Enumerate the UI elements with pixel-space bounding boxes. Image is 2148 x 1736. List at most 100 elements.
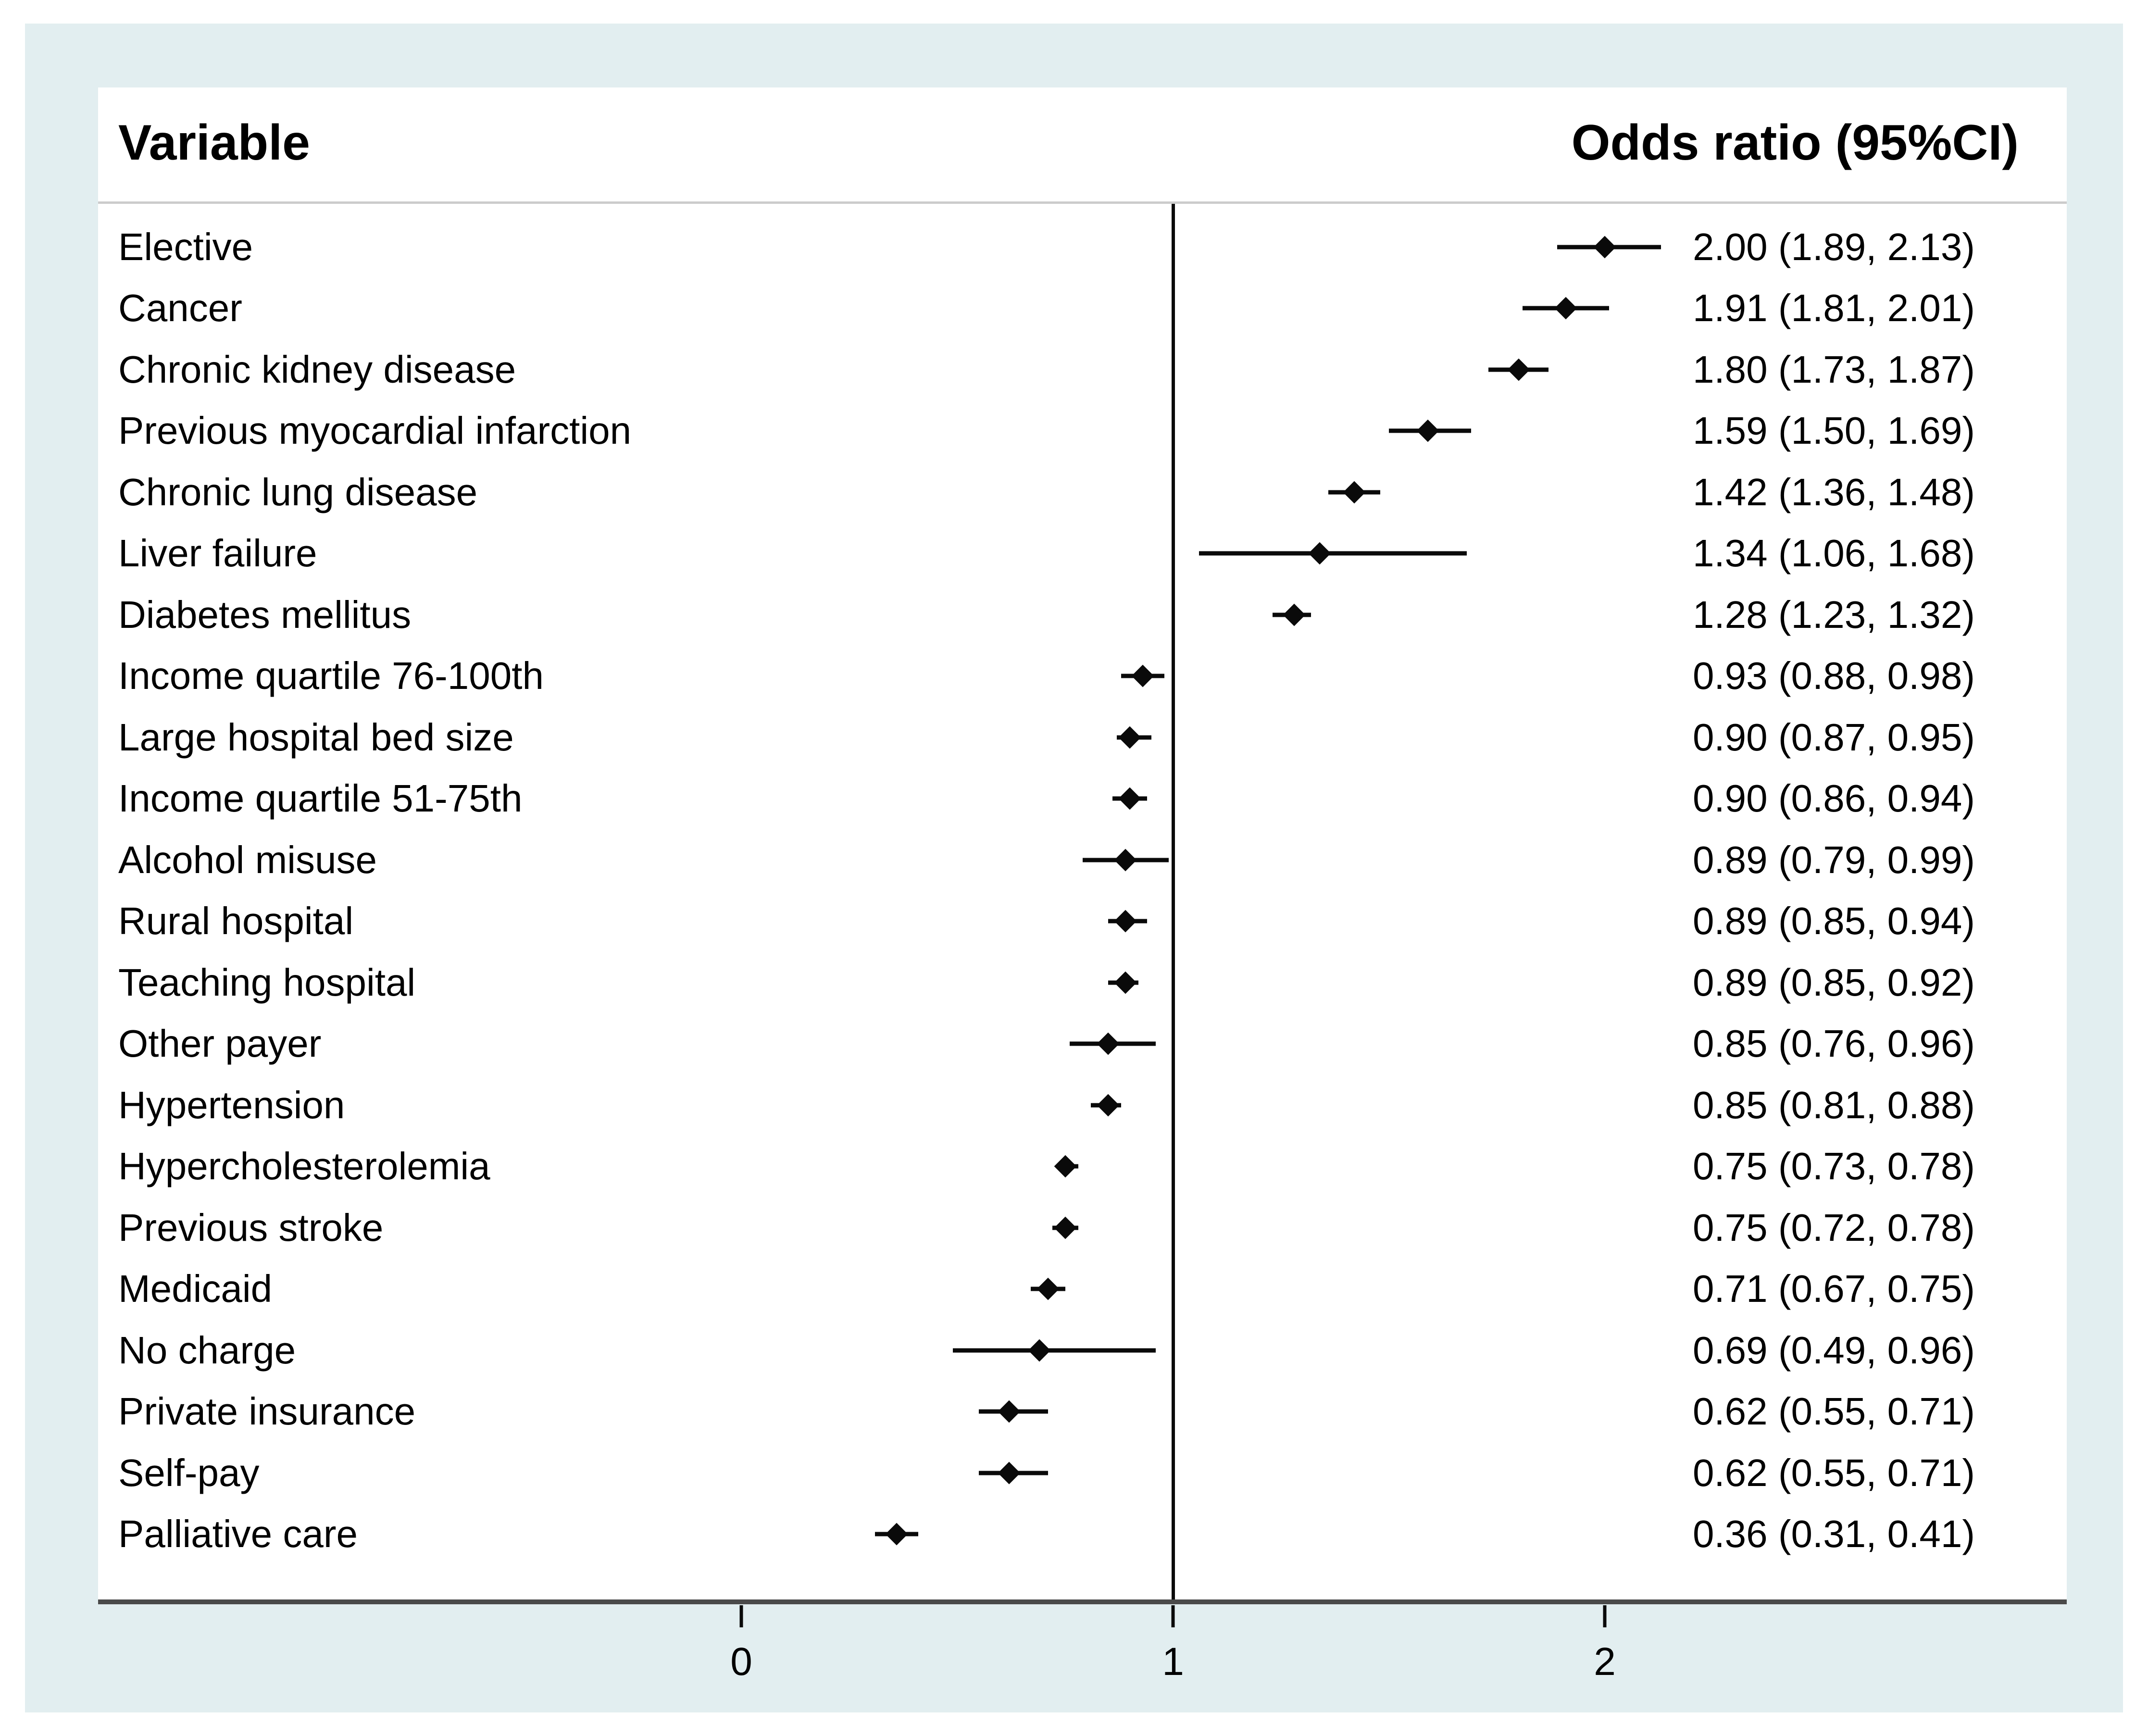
odds-ratio-value: 2.00 (1.89, 2.13) — [1692, 225, 1975, 268]
variable-label: No charge — [118, 1328, 296, 1372]
variable-label: Alcohol misuse — [118, 838, 377, 881]
variable-label: Income quartile 76-100th — [118, 654, 544, 698]
variable-label: Previous stroke — [118, 1206, 384, 1249]
variable-label: Hypertension — [118, 1083, 345, 1126]
point-estimate-diamond — [1283, 603, 1305, 626]
confidence-interval-bar — [953, 1348, 1156, 1353]
variable-label: Chronic kidney disease — [118, 348, 516, 391]
odds-ratio-value: 0.62 (0.55, 0.71) — [1692, 1390, 1975, 1433]
forest-row: Rural hospital 0.89 (0.85, 0.94) — [98, 891, 2067, 952]
odds-ratio-value: 0.90 (0.87, 0.95) — [1692, 715, 1975, 759]
x-axis-tick-label: 1 — [1162, 1640, 1184, 1684]
variable-label: Cancer — [118, 287, 242, 330]
point-estimate-diamond — [1054, 1155, 1076, 1178]
variable-label: Large hospital bed size — [118, 715, 514, 759]
header-separator-line — [98, 201, 2067, 204]
point-estimate-diamond — [1054, 1216, 1076, 1239]
variable-label: Palliative care — [118, 1512, 358, 1556]
odds-ratio-value: 0.75 (0.72, 0.78) — [1692, 1206, 1975, 1249]
forest-row: Liver failure 1.34 (1.06, 1.68) — [98, 523, 2067, 585]
figure-mat: Variable Odds ratio (95%CI) Elective 2.00… — [25, 24, 2123, 1712]
odds-ratio-value: 1.80 (1.73, 1.87) — [1692, 348, 1975, 391]
odds-ratio-value: 0.69 (0.49, 0.96) — [1692, 1328, 1975, 1372]
forest-row: Hypercholesterolemia 0.75 (0.73, 0.78) — [98, 1136, 2067, 1198]
point-estimate-diamond — [1114, 971, 1137, 994]
variable-label: Rural hospital — [118, 899, 354, 943]
variable-label: Hypercholesterolemia — [118, 1145, 490, 1188]
point-estimate-diamond — [1028, 1339, 1051, 1362]
forest-row: Hypertension 0.85 (0.81, 0.88) — [98, 1074, 2067, 1136]
point-estimate-diamond — [1593, 236, 1616, 259]
point-estimate-diamond — [1309, 542, 1331, 565]
variable-label: Private insurance — [118, 1390, 416, 1433]
confidence-interval-bar — [1199, 551, 1467, 556]
odds-ratio-value: 0.93 (0.88, 0.98) — [1692, 654, 1975, 698]
x-axis-tick-label: 0 — [730, 1640, 752, 1684]
point-estimate-diamond — [1118, 726, 1141, 749]
point-estimate-diamond — [998, 1461, 1021, 1485]
point-estimate-diamond — [1097, 1094, 1120, 1117]
odds-ratio-value: 1.28 (1.23, 1.32) — [1692, 593, 1975, 636]
forest-row: Previous myocardial infarction 1.59 (1.50… — [98, 400, 2067, 462]
variable-label: Teaching hospital — [118, 961, 416, 1004]
variable-label: Chronic lung disease — [118, 470, 478, 513]
variable-label: Liver failure — [118, 532, 317, 575]
forest-row: Chronic lung disease 1.42 (1.36, 1.48) — [98, 462, 2067, 523]
point-estimate-diamond — [1416, 419, 1439, 442]
point-estimate-diamond — [1343, 481, 1366, 504]
x-axis-tick-mark — [739, 1605, 743, 1627]
forest-row: Teaching hospital 0.89 (0.85, 0.92) — [98, 952, 2067, 1013]
point-estimate-diamond — [1037, 1277, 1059, 1300]
point-estimate-diamond — [1097, 1032, 1120, 1055]
x-axis-tick-mark — [1171, 1605, 1175, 1627]
forest-row: Self-pay 0.62 (0.55, 0.71) — [98, 1442, 2067, 1504]
point-estimate-diamond — [886, 1523, 908, 1546]
forest-row: Income quartile 76-100th 0.93 (0.88, 0.98… — [98, 646, 2067, 707]
variable-label: Income quartile 51-75th — [118, 777, 523, 820]
odds-ratio-value: 1.91 (1.81, 2.01) — [1692, 287, 1975, 330]
x-axis-tick-mark — [1603, 1605, 1607, 1627]
reference-line-or-1 — [1171, 204, 1175, 1599]
odds-ratio-value: 0.85 (0.76, 0.96) — [1692, 1022, 1975, 1065]
forest-row: Chronic kidney disease 1.80 (1.73, 1.87) — [98, 339, 2067, 400]
variable-label: Medicaid — [118, 1267, 273, 1311]
forest-row: Diabetes mellitus 1.28 (1.23, 1.32) — [98, 584, 2067, 646]
column-header-variable: Variable — [118, 115, 310, 171]
forest-row: No charge 0.69 (0.49, 0.96) — [98, 1320, 2067, 1381]
x-axis-tick-label: 2 — [1594, 1640, 1616, 1684]
variable-label: Other payer — [118, 1022, 322, 1065]
forest-row: Other payer 0.85 (0.76, 0.96) — [98, 1013, 2067, 1075]
forest-row: Large hospital bed size 0.90 (0.87, 0.95) — [98, 707, 2067, 768]
variable-label: Self-pay — [118, 1451, 260, 1494]
x-axis-line — [98, 1599, 2067, 1604]
forest-rows: Elective 2.00 (1.89, 2.13) Cancer 1.91 (1.8… — [98, 204, 2067, 1599]
variable-label: Previous myocardial infarction — [118, 409, 632, 452]
variable-label: Elective — [118, 225, 253, 268]
odds-ratio-value: 0.89 (0.85, 0.94) — [1692, 899, 1975, 943]
odds-ratio-value: 0.36 (0.31, 0.41) — [1692, 1512, 1975, 1556]
point-estimate-diamond — [1554, 297, 1577, 320]
forest-row: Medicaid 0.71 (0.67, 0.75) — [98, 1259, 2067, 1320]
odds-ratio-value: 0.75 (0.73, 0.78) — [1692, 1145, 1975, 1188]
odds-ratio-value: 1.42 (1.36, 1.48) — [1692, 470, 1975, 513]
variable-label: Diabetes mellitus — [118, 593, 412, 636]
odds-ratio-value: 0.89 (0.79, 0.99) — [1692, 838, 1975, 881]
odds-ratio-value: 0.85 (0.81, 0.88) — [1692, 1083, 1975, 1126]
forest-row: Alcohol misuse 0.89 (0.79, 0.99) — [98, 829, 2067, 891]
forest-row: Palliative care 0.36 (0.31, 0.41) — [98, 1504, 2067, 1565]
point-estimate-diamond — [1131, 664, 1154, 687]
point-estimate-diamond — [1114, 849, 1137, 872]
point-estimate-diamond — [998, 1400, 1021, 1423]
forest-row: Cancer 1.91 (1.81, 2.01) — [98, 278, 2067, 339]
odds-ratio-value: 0.90 (0.86, 0.94) — [1692, 777, 1975, 820]
odds-ratio-value: 0.89 (0.85, 0.92) — [1692, 961, 1975, 1004]
forest-row: Private insurance 0.62 (0.55, 0.71) — [98, 1381, 2067, 1443]
odds-ratio-value: 0.62 (0.55, 0.71) — [1692, 1451, 1975, 1494]
point-estimate-diamond — [1507, 358, 1530, 381]
odds-ratio-value: 0.71 (0.67, 0.75) — [1692, 1267, 1975, 1311]
forest-row: Previous stroke 0.75 (0.72, 0.78) — [98, 1197, 2067, 1259]
column-header-odds-ratio: Odds ratio (95%CI) — [1571, 115, 2019, 171]
odds-ratio-value: 1.59 (1.50, 1.69) — [1692, 409, 1975, 452]
point-estimate-diamond — [1114, 910, 1137, 933]
